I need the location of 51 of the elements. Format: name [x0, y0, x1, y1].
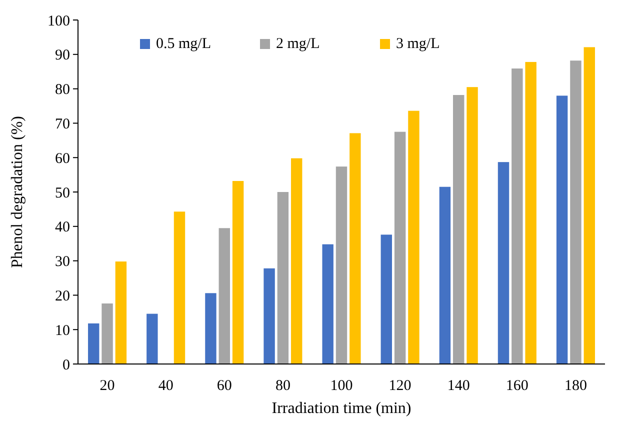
x-tick-label: 120 [388, 378, 412, 394]
y-tick-label: 70 [55, 116, 70, 132]
bar [498, 162, 510, 364]
bar [291, 158, 302, 364]
bar [525, 62, 536, 364]
bar [232, 180, 244, 364]
bar [466, 87, 478, 364]
x-tick-label: 140 [447, 378, 470, 394]
bar [512, 68, 523, 364]
y-tick-label: 40 [55, 220, 70, 236]
legend-label: 2 mg/L [276, 36, 320, 52]
x-tick-label: 180 [564, 378, 587, 394]
bar [218, 228, 230, 364]
x-tick-label: 60 [216, 378, 232, 394]
bar [380, 234, 392, 364]
y-tick-label: 100 [48, 13, 70, 30]
y-tick-label: 20 [55, 288, 70, 304]
bar [205, 293, 216, 364]
bar [146, 314, 158, 364]
y-tick-label: 10 [55, 322, 70, 339]
x-tick-label: 80 [275, 378, 290, 394]
bar [556, 96, 568, 364]
bar [408, 110, 420, 364]
bar [115, 261, 127, 364]
x-tick-label: 40 [158, 378, 174, 394]
bar [277, 192, 289, 364]
bar [102, 303, 113, 364]
legend-label: 3 mg/L [396, 36, 440, 52]
y-tick-label: 50 [55, 185, 70, 202]
x-axis-title: Irradiation time (min) [272, 400, 412, 417]
x-tick-label: 20 [100, 378, 115, 394]
bar [584, 47, 595, 364]
bar [350, 133, 361, 364]
bar [439, 186, 451, 364]
bar [174, 212, 186, 364]
x-tick-label: 160 [506, 378, 528, 394]
y-tick-label: 60 [55, 150, 70, 167]
bar [570, 60, 582, 364]
bar [453, 94, 464, 364]
bar [88, 323, 100, 364]
bar [322, 244, 334, 364]
y-tick-label: 0 [62, 357, 70, 374]
bar [264, 268, 275, 364]
y-tick-label: 90 [55, 48, 70, 64]
bar [336, 166, 348, 364]
y-axis-title: Phenol degradation (%) [9, 116, 26, 268]
y-tick-label: 30 [55, 254, 70, 270]
legend-label: 0.5 mg/L [156, 36, 211, 52]
y-tick-label: 80 [55, 82, 70, 98]
x-tick-label: 100 [330, 378, 353, 394]
bar [394, 132, 406, 364]
